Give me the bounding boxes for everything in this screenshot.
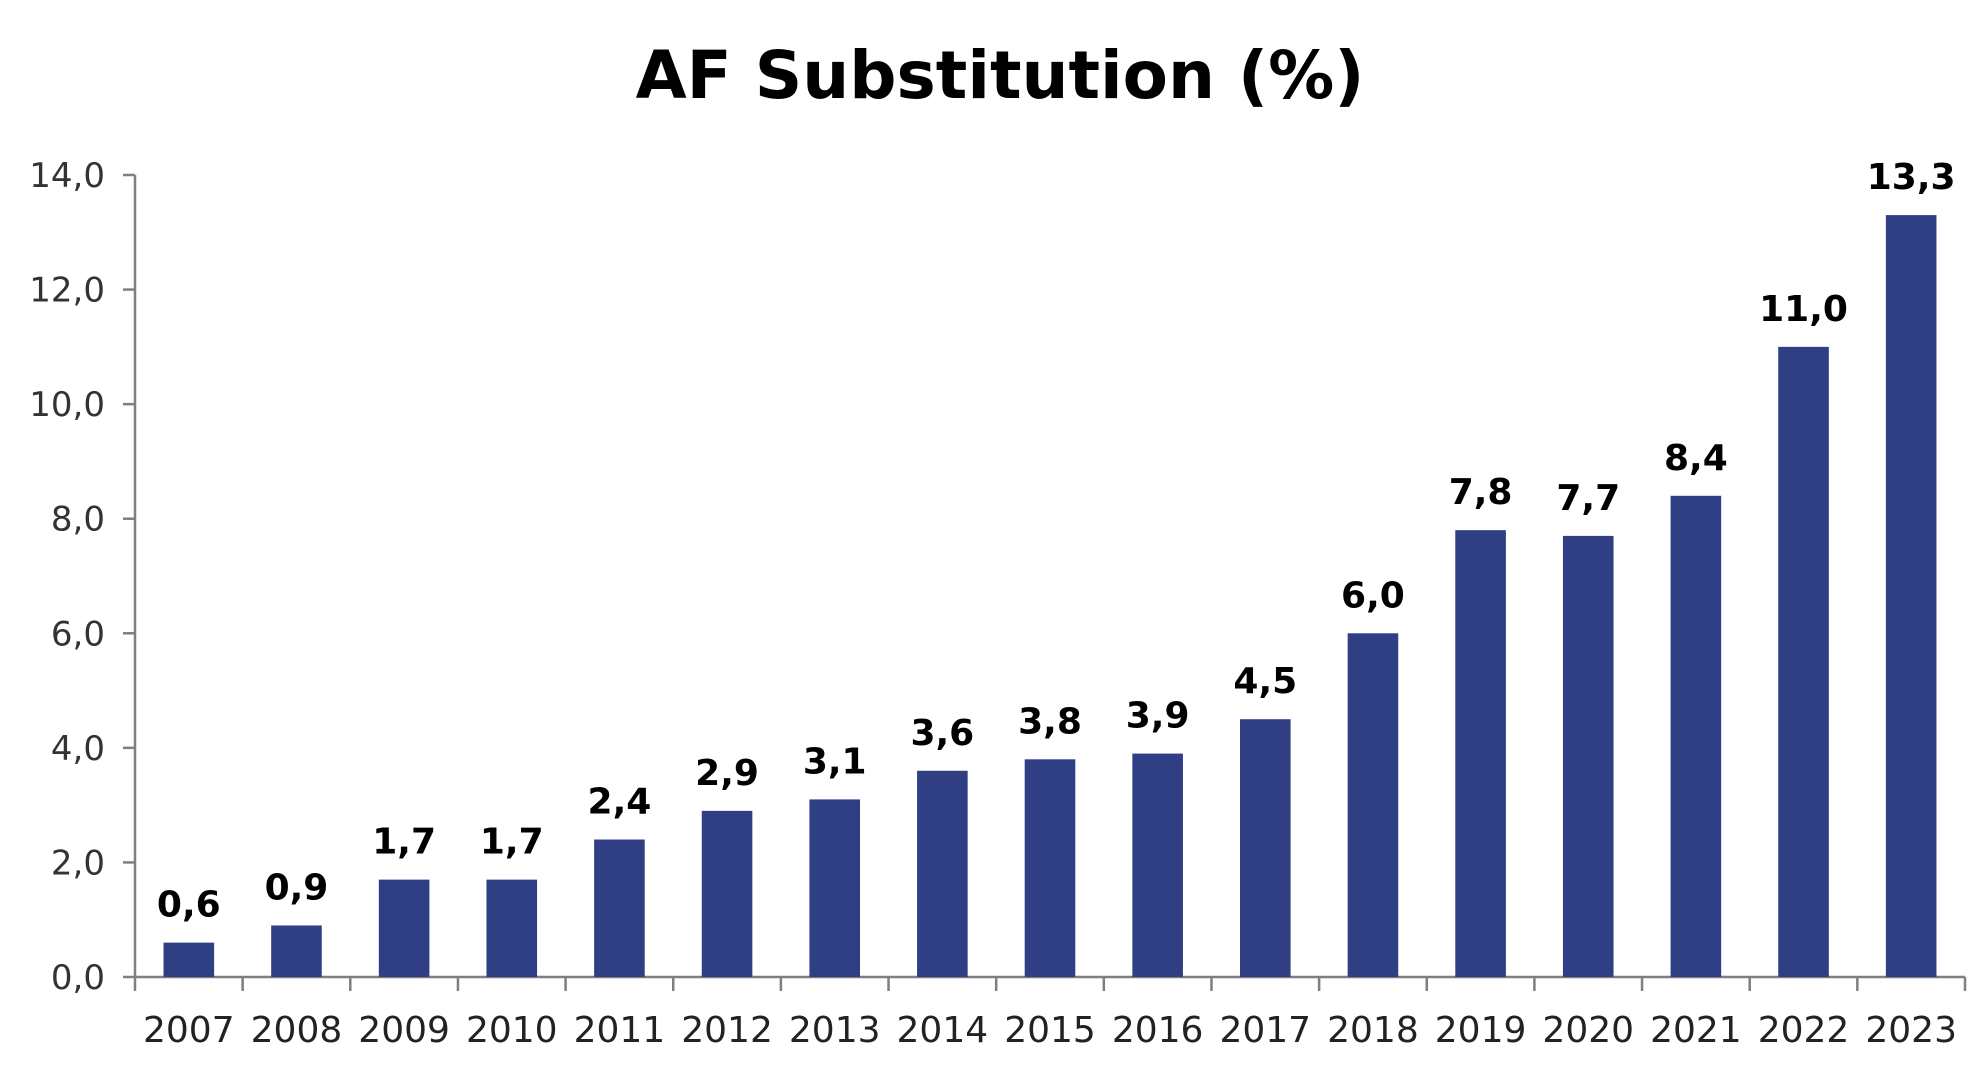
- bar: [1670, 495, 1722, 977]
- data-label: 7,7: [1556, 478, 1620, 519]
- bar: [163, 942, 215, 977]
- data-label: 4,5: [1233, 661, 1297, 702]
- bar: [1885, 215, 1937, 978]
- bar: [1024, 759, 1076, 977]
- chart-title: AF Substitution (%): [636, 37, 1365, 114]
- x-tick-label: 2019: [1435, 1010, 1527, 1051]
- y-tick-label: 6,0: [51, 614, 105, 654]
- data-labels: 0,6 0,9 1,7 1,7 2,4 2,9 3,1 3,6 3,8 3,9 4,5 6,0 7,8 7…: [157, 157, 1956, 926]
- bar: [486, 879, 538, 977]
- x-tick-label: 2013: [789, 1010, 881, 1051]
- y-axis: 0,0 2,0 4,0 6,0 8,0 10,0 12,0 14,0: [29, 156, 137, 998]
- y-tick-label: 2,0: [51, 843, 105, 883]
- data-label: 3,1: [803, 741, 867, 782]
- bar: [271, 925, 322, 977]
- y-tick-label: 14,0: [29, 156, 105, 196]
- data-label: 8,4: [1664, 438, 1728, 479]
- y-tick-label: 8,0: [51, 500, 105, 540]
- data-label: 7,8: [1449, 472, 1513, 513]
- x-tick-label: 2017: [1219, 1010, 1311, 1051]
- bar: [1778, 346, 1829, 977]
- bar: [378, 879, 430, 977]
- y-tick-label: 12,0: [29, 271, 105, 311]
- data-label: 3,6: [910, 713, 974, 754]
- y-tick-label: 10,0: [29, 385, 105, 425]
- data-label: 3,8: [1018, 701, 1082, 742]
- bar: [809, 799, 861, 977]
- data-label: 6,0: [1341, 575, 1405, 616]
- data-label: 0,9: [265, 867, 329, 908]
- y-tick-label: 0,0: [51, 958, 105, 998]
- x-tick-label: 2020: [1542, 1010, 1634, 1051]
- x-tick-label: 2021: [1650, 1010, 1742, 1051]
- x-tick-label: 2018: [1327, 1010, 1419, 1051]
- data-label: 1,7: [372, 822, 436, 863]
- x-tick-label: 2011: [574, 1010, 666, 1051]
- x-tick-label: 2010: [466, 1010, 558, 1051]
- bar: [1455, 530, 1506, 977]
- data-label: 3,9: [1126, 696, 1190, 737]
- data-label: 2,4: [588, 782, 652, 823]
- x-tick-label: 2014: [897, 1010, 989, 1051]
- bar: [701, 810, 753, 977]
- x-tick-label: 2015: [1004, 1010, 1096, 1051]
- x-tick-label: 2012: [681, 1010, 773, 1051]
- bars: [163, 215, 1937, 978]
- x-axis: 2007 2008 2009 2010 2011 2012 2013 2014 2015 2016…: [133, 975, 1967, 1051]
- data-label: 11,0: [1759, 289, 1848, 330]
- data-label: 0,6: [157, 885, 221, 926]
- bar: [1239, 719, 1291, 977]
- x-tick-label: 2016: [1112, 1010, 1204, 1051]
- data-label: 13,3: [1867, 157, 1956, 198]
- bar: [917, 770, 968, 977]
- x-tick-label: 2008: [251, 1010, 343, 1051]
- bar: [1562, 535, 1614, 977]
- bar: [594, 839, 645, 977]
- x-tick-label: 2022: [1758, 1010, 1850, 1051]
- bar: [1132, 753, 1183, 977]
- x-tick-label: 2023: [1865, 1010, 1957, 1051]
- data-label: 1,7: [480, 822, 544, 863]
- y-tick-label: 4,0: [51, 729, 105, 769]
- x-tick-label: 2007: [143, 1010, 235, 1051]
- bar: [1347, 633, 1399, 977]
- data-label: 2,9: [695, 753, 759, 794]
- x-tick-label: 2009: [358, 1010, 450, 1051]
